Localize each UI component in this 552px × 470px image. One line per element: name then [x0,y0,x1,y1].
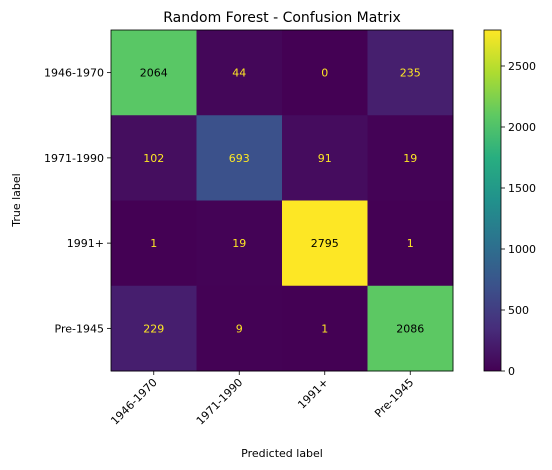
x-tick-label: 1946-1970 [108,376,160,428]
x-tick-label: 1971-1990 [194,376,246,428]
x-tick-label: Pre-1945 [372,376,416,420]
colorbar-tick-label: 1500 [508,182,536,195]
colorbar [483,29,502,372]
colorbar-tick-label: 0 [508,365,515,378]
y-tick-label: 1946-1970 [44,67,104,80]
heatmap-cell [196,285,283,372]
cell-value-label: 229 [143,322,164,335]
y-axis-ticks: 1946-1970 1971-1990 1991+ Pre-1945 [44,67,111,335]
cell-value-label: 44 [232,67,246,80]
colorbar-ticks: 0 500 1000 1500 2000 2500 [501,60,536,378]
heatmap-cell [282,285,368,372]
cell-value-label: 235 [400,67,421,80]
cell-value-label: 0 [321,67,328,80]
x-axis-ticks: 1946-1970 1971-1990 1991+ Pre-1945 [108,371,416,428]
heatmap-cell [367,115,454,201]
cell-value-label: 693 [229,152,250,165]
heatmap-cell [196,30,283,116]
colorbar-tick-label: 2500 [508,60,536,73]
cell-value-label: 19 [232,237,246,250]
x-axis-label: Predicted label [241,447,323,460]
heatmap-cell [282,115,368,201]
heatmap-cell [367,30,454,116]
plot-frame [110,29,454,372]
colorbar-tick-label: 1000 [508,243,536,256]
heatmap-cells [111,30,454,372]
heatmap-cell [367,285,454,372]
heatmap-cell [111,285,197,372]
heatmap-cell [196,115,283,201]
heatmap-cell [282,200,368,287]
heatmap-cell [111,30,197,116]
cell-value-label: 91 [318,152,332,165]
cell-value-label: 2086 [396,322,424,335]
y-tick-label: Pre-1945 [55,322,104,335]
cell-value-label: 1 [150,237,157,250]
heatmap-cell [111,115,197,201]
cell-value-label: 102 [143,152,164,165]
colorbar-tick-label: 500 [508,304,529,317]
cell-value-label: 2795 [311,237,339,250]
heatmap-cell [282,30,368,116]
cell-value-label: 2064 [140,67,168,80]
y-axis-label: True label [10,173,23,227]
cell-value-label: 1 [407,237,414,250]
cell-value-label: 1 [321,322,328,335]
heatmap-cell [196,200,283,287]
y-tick-label: 1971-1990 [44,152,104,165]
x-tick-label: 1991+ [295,376,331,412]
heatmap-cell [367,200,454,287]
y-tick-label: 1991+ [67,237,104,250]
heatmap-cell [111,200,197,287]
colorbar-tick-label: 2000 [508,121,536,134]
chart-title: Random Forest - Confusion Matrix [163,10,401,26]
cell-value-label: 19 [403,152,417,165]
cell-value-label: 9 [236,322,243,335]
